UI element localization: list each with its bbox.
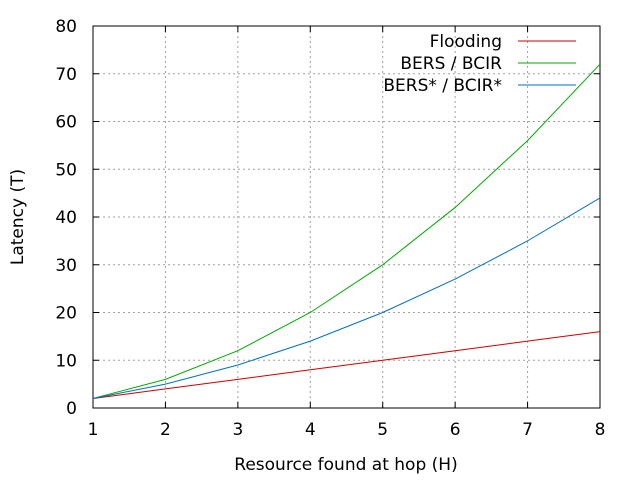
legend-label: BERS* / BCIR* (383, 76, 502, 96)
y-tick-label: 10 (55, 351, 77, 371)
series-line-bers-bcir (92, 63, 601, 399)
series-line-flooding (92, 331, 601, 399)
series-line-bers-bcir (92, 197, 601, 399)
y-tick-label: 40 (55, 208, 77, 228)
y-tick-label: 0 (66, 399, 77, 419)
x-tick-label: 1 (88, 420, 99, 440)
legend-label: BERS / BCIR (400, 54, 502, 74)
y-tick-label: 70 (55, 65, 77, 85)
y-tick-label: 60 (55, 113, 77, 133)
y-tick-label: 20 (55, 304, 77, 324)
x-tick-label: 7 (522, 420, 533, 440)
y-tick-label: 30 (55, 256, 77, 276)
legend-label: Flooding (430, 32, 502, 52)
x-tick-label: 3 (232, 420, 243, 440)
series-lines (92, 63, 601, 399)
x-tick-label: 4 (305, 420, 316, 440)
x-tick-label: 8 (595, 420, 606, 440)
y-tick-label: 80 (55, 17, 77, 37)
x-tick-label: 2 (160, 420, 171, 440)
x-tick-label: 5 (377, 420, 388, 440)
y-tick-label: 50 (55, 160, 77, 180)
grid (93, 26, 600, 408)
y-axis-label: Latency (T) (8, 169, 28, 265)
x-axis-label: Resource found at hop (H) (234, 455, 457, 475)
x-tick-label: 6 (450, 420, 461, 440)
